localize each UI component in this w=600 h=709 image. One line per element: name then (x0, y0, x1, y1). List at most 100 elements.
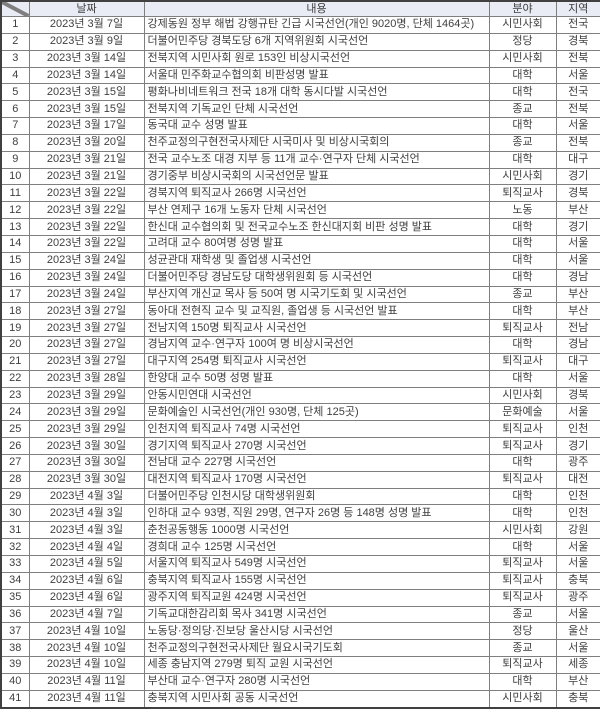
region-cell: 전북 (555, 100, 600, 119)
row-number-cell: 9 (0, 150, 30, 169)
date-cell: 2023년 3월 29일 (28, 386, 145, 405)
field-cell: 대학 (488, 336, 557, 354)
content-cell: 경북지역 퇴직교사 266명 시국선언 (143, 184, 490, 203)
content-cell: 경기중부 비상시국회의 시국선언문 발표 (143, 167, 490, 186)
field-cell: 대학 (488, 672, 557, 691)
row-number-cell: 24 (0, 403, 30, 422)
table-row: 33 2023년 4월 5일 서울지역 퇴직교사 549명 시국선언 퇴직교사 서울 (0, 555, 600, 573)
date-cell: 2023년 4월 10일 (28, 639, 145, 658)
date-cell: 2023년 3월 21일 (28, 167, 145, 186)
date-cell: 2023년 3월 27일 (28, 302, 145, 321)
field-cell: 종교 (488, 285, 557, 304)
region-cell: 서울 (555, 234, 600, 253)
row-number-cell: 34 (0, 571, 30, 590)
date-cell: 2023년 3월 17일 (28, 117, 145, 135)
row-number-cell: 31 (0, 521, 30, 540)
table-row: 14 2023년 3월 22일 고려대 교수 80여명 성명 발표 대학 서울 (0, 234, 600, 253)
date-cell: 2023년 4월 4일 (28, 538, 145, 556)
region-cell: 경북 (555, 32, 600, 51)
field-cell: 시민사회 (488, 16, 557, 34)
content-cell: 평화나비네트워크 전국 18개 대학 동시다발 시국선언 (143, 83, 490, 102)
row-number-cell: 29 (0, 487, 30, 506)
table-row: 31 2023년 4월 3일 춘천공동행동 1000명 시국선언 시민사회 강원 (0, 521, 600, 540)
row-number-cell: 12 (0, 201, 30, 220)
table-row: 37 2023년 4월 10일 노동당·정의당·진보당 울산시당 시국선언 정당 울산 (0, 622, 600, 641)
date-cell: 2023년 3월 22일 (28, 184, 145, 203)
date-cell: 2023년 3월 29일 (28, 420, 145, 439)
date-cell: 2023년 4월 10일 (28, 622, 145, 641)
table-row: 36 2023년 4월 7일 기독교대한감리회 목사 341명 시국선언 종교 서울 (0, 605, 600, 624)
region-cell: 경기 (555, 218, 600, 236)
date-cell: 2023년 3월 28일 (28, 369, 145, 388)
content-cell: 전남대 교수 227명 시국선언 (143, 453, 490, 472)
date-cell: 2023년 3월 29일 (28, 403, 145, 422)
field-cell: 퇴직교사 (488, 588, 557, 607)
region-cell: 경남 (555, 268, 600, 287)
row-number-cell: 30 (0, 504, 30, 523)
content-cell: 광주지역 퇴직교원 424명 시국선언 (143, 588, 490, 607)
content-cell: 한신대 교수협의회 및 전국교수노조 한신대지회 비판 성명 발표 (143, 218, 490, 236)
region-cell: 경북 (555, 184, 600, 203)
content-cell: 인천지역 퇴직교사 74명 시국선언 (143, 420, 490, 439)
region-cell: 부산 (555, 201, 600, 220)
field-cell: 퇴직교사 (488, 656, 557, 674)
date-cell: 2023년 3월 24일 (28, 285, 145, 304)
row-number-cell: 23 (0, 386, 30, 405)
content-cell: 한양대 교수 50명 성명 발표 (143, 369, 490, 388)
table-row: 30 2023년 4월 3일 인하대 교수 93명, 직원 29명, 연구자 26명… (0, 504, 600, 523)
region-cell: 전국 (555, 83, 600, 102)
content-cell: 안동시민연대 시국선언 (143, 386, 490, 405)
row-number-cell: 27 (0, 453, 30, 472)
region-cell: 인천 (555, 420, 600, 439)
field-cell: 대학 (488, 218, 557, 236)
table-row: 22 2023년 3월 28일 한양대 교수 50명 성명 발표 대학 서울 (0, 369, 600, 388)
region-cell: 서울 (555, 66, 600, 85)
field-cell: 대학 (488, 117, 557, 135)
table-row: 21 2023년 3월 27일 대구지역 254명 퇴직교사 시국선언 퇴직교사 대구 (0, 352, 600, 371)
header-content: 내용 (143, 0, 490, 17)
region-cell: 울산 (555, 622, 600, 641)
content-cell: 서울대 민주화교수협의회 비판성명 발표 (143, 66, 490, 85)
field-cell: 대학 (488, 150, 557, 169)
table-row: 12 2023년 3월 22일 부산 연제구 16개 노동자 단체 시국선언 노동 부산 (0, 201, 600, 220)
row-number-cell: 15 (0, 251, 30, 270)
table-row: 6 2023년 3월 15일 전북지역 기독교인 단체 시국선언 종교 전북 (0, 100, 600, 119)
field-cell: 정당 (488, 622, 557, 641)
table-body: 1 2023년 3월 7일 강제동원 정부 해법 강행규탄 긴급 시국선언(개인 9… (0, 16, 600, 709)
content-cell: 부산대 교수·연구자 280명 시국선언 (143, 672, 490, 691)
row-number-cell: 5 (0, 83, 30, 102)
region-cell: 전북 (555, 49, 600, 68)
date-cell: 2023년 3월 30일 (28, 470, 145, 489)
table-row: 1 2023년 3월 7일 강제동원 정부 해법 강행규탄 긴급 시국선언(개인 9… (0, 16, 600, 34)
content-cell: 서울지역 퇴직교사 549명 시국선언 (143, 555, 490, 573)
field-cell: 종교 (488, 639, 557, 658)
field-cell: 대학 (488, 251, 557, 270)
date-cell: 2023년 3월 27일 (28, 319, 145, 338)
date-cell: 2023년 3월 21일 (28, 150, 145, 169)
field-cell: 대학 (488, 302, 557, 321)
content-cell: 인하대 교수 93명, 직원 29명, 연구자 26명 등 148명 성명 발표 (143, 504, 490, 523)
table-header: 날짜 내용 분야 지역 (0, 0, 600, 17)
date-cell: 2023년 4월 11일 (28, 689, 145, 709)
field-cell: 퇴직교사 (488, 184, 557, 203)
field-cell: 시민사회 (488, 689, 557, 709)
region-cell: 경기 (555, 167, 600, 186)
row-number-cell: 2 (0, 32, 30, 51)
table-row: 27 2023년 3월 30일 전남대 교수 227명 시국선언 대학 광주 (0, 453, 600, 472)
region-cell: 대구 (555, 352, 600, 371)
field-cell: 대학 (488, 453, 557, 472)
table-row: 5 2023년 3월 15일 평화나비네트워크 전국 18개 대학 동시다발 시국선… (0, 83, 600, 102)
row-number-cell: 35 (0, 588, 30, 607)
date-cell: 2023년 4월 3일 (28, 521, 145, 540)
content-cell: 천주교정의구현전국사제단 월요시국기도회 (143, 639, 490, 658)
field-cell: 대학 (488, 268, 557, 287)
date-cell: 2023년 3월 30일 (28, 453, 145, 472)
table-row: 24 2023년 3월 29일 문화예술인 시국선언(개인 930명, 단체 125… (0, 403, 600, 422)
region-cell: 서울 (555, 117, 600, 135)
region-cell: 서울 (555, 251, 600, 270)
field-cell: 퇴직교사 (488, 555, 557, 573)
row-number-cell: 17 (0, 285, 30, 304)
region-cell: 전북 (555, 133, 600, 152)
field-cell: 퇴직교사 (488, 571, 557, 590)
content-cell: 충북지역 퇴직교사 155명 시국선언 (143, 571, 490, 590)
